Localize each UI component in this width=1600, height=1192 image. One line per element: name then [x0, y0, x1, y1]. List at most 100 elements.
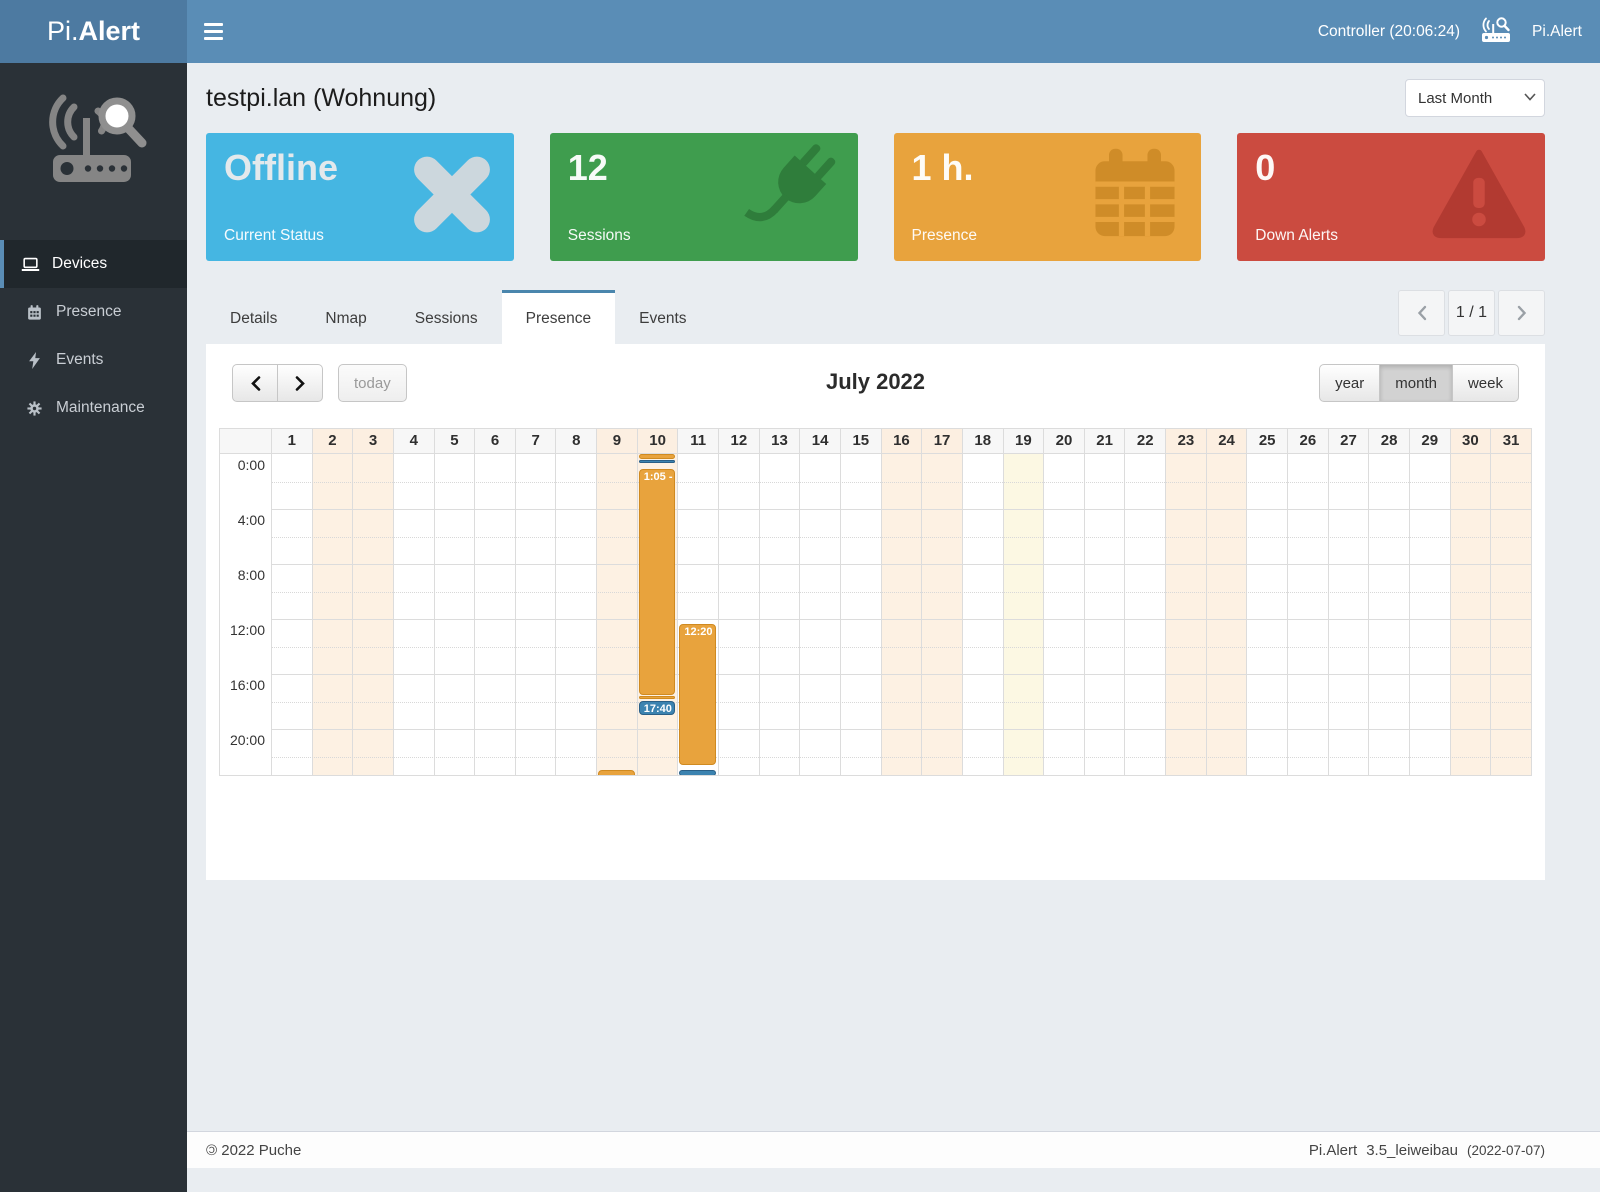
brand-suffix: Alert — [78, 16, 141, 46]
tab-events[interactable]: Events — [639, 309, 687, 327]
calendar-day-column — [1247, 454, 1289, 775]
pager-next-button[interactable] — [1498, 290, 1545, 336]
calendar-day-header: 10 — [637, 429, 679, 453]
presence-event[interactable]: 1:05 - — [638, 468, 676, 695]
calendar-view-year-button[interactable]: year — [1319, 364, 1381, 402]
calendar-day-column — [353, 454, 394, 775]
calendar-day-header: 29 — [1409, 429, 1451, 453]
calendar-day-column — [1166, 454, 1207, 775]
status-label: Current Status — [224, 227, 324, 244]
calendar-day-column — [434, 454, 476, 775]
calendar-day-header: 7 — [515, 429, 557, 453]
sidebar-item-events[interactable]: Events — [0, 336, 187, 384]
pager-page-indicator: 1 / 1 — [1448, 290, 1495, 336]
hamburger-menu-icon[interactable] — [187, 0, 239, 63]
calendar-day-header: 31 — [1491, 429, 1531, 453]
period-select-wrap: Last Month — [1405, 79, 1545, 117]
tab-nmap[interactable]: Nmap — [325, 309, 367, 327]
calendar-day-column — [393, 454, 435, 775]
sidebar-item-presence[interactable]: Presence — [0, 288, 187, 336]
pialert-logo — [0, 63, 187, 240]
calendar-day-header: 12 — [719, 429, 760, 453]
presence-event[interactable]: 12:20 - — [679, 623, 717, 765]
calendar-prev-button[interactable] — [232, 364, 278, 402]
calendar-day-column — [1409, 454, 1451, 775]
calendar-day-column — [515, 454, 557, 775]
time-label: 16:00 — [229, 677, 265, 693]
calendar-day-header: 20 — [1044, 429, 1085, 453]
calendar-day-header: 14 — [800, 429, 841, 453]
bolt-icon — [24, 351, 44, 369]
pager-prev-button[interactable] — [1398, 290, 1445, 336]
down-alerts-card: 0 Down Alerts — [1237, 133, 1545, 261]
router-icon — [1478, 16, 1514, 48]
sidebar-item-maintenance[interactable]: Maintenance — [0, 384, 187, 432]
tab-details[interactable]: Details — [230, 309, 278, 327]
calendar-day-header: 28 — [1369, 429, 1410, 453]
calendar-day-column — [1084, 454, 1126, 775]
tab-presence[interactable]: Presence — [501, 290, 616, 344]
calendar-title: July 2022 — [825, 369, 926, 394]
calendar-day-column — [881, 454, 923, 775]
presence-event[interactable] — [638, 696, 676, 700]
calendar-day-column — [962, 454, 1004, 775]
sidebar-item-label: Maintenance — [56, 399, 145, 416]
calendar-today-button[interactable]: today — [338, 364, 407, 402]
presence-event[interactable] — [598, 769, 635, 775]
calendar-day-header: 11 — [678, 429, 720, 453]
summary-cards: Offline Current Status 12 Sessions — [206, 133, 1545, 261]
presence-value: 1 h. — [911, 147, 974, 188]
sidebar-item-label: Devices — [52, 255, 108, 272]
warning-icon — [1427, 143, 1531, 252]
presence-event[interactable] — [638, 454, 676, 459]
brand-logo[interactable]: Pi. Alert — [0, 0, 187, 63]
calendar-day-column — [272, 454, 313, 775]
calendar-day-header: 24 — [1206, 429, 1248, 453]
sidebar-item-label: Events — [56, 351, 104, 368]
calendar-day-column — [759, 454, 801, 775]
app-name-label: Pi.Alert — [1532, 22, 1582, 40]
calendar-view-month-button[interactable]: month — [1379, 364, 1453, 402]
calendar-day-header: 21 — [1084, 429, 1126, 453]
laptop-icon — [20, 256, 40, 273]
calendar-day-column — [1003, 454, 1045, 775]
sidebar-menu: Devices Presence — [0, 240, 187, 432]
calendar-day-header: 8 — [556, 429, 598, 453]
down-event[interactable] — [679, 769, 717, 775]
sessions-label: Sessions — [567, 227, 631, 244]
sidebar: Devices Presence — [0, 63, 187, 1192]
down-event[interactable]: 17:40 — [638, 700, 676, 716]
sessions-card: 12 Sessions — [549, 133, 858, 261]
calendar-day-header: 1 — [272, 429, 313, 453]
time-label: 8:00 — [237, 567, 265, 583]
status-card: Offline Current Status — [206, 133, 514, 261]
calendar-day-column — [1206, 454, 1248, 775]
period-select[interactable]: Last Month — [1405, 79, 1545, 117]
calendar-next-button[interactable] — [277, 364, 323, 402]
down-event[interactable] — [638, 459, 676, 464]
calendar-day-header: 15 — [840, 429, 882, 453]
calendar-day-column — [719, 454, 760, 775]
calendar-day-column — [1369, 454, 1410, 775]
calendar-axis-spacer — [220, 429, 272, 453]
calendar-body: 0:00 4:00 8:00 12:00 16:00 20:00 1:05 - 17:40 1… — [219, 454, 1532, 776]
calendar-day-column — [1328, 454, 1370, 775]
calendar-day-header: 17 — [922, 429, 963, 453]
sidebar-item-devices[interactable]: Devices — [0, 240, 187, 288]
time-label: 0:00 — [237, 457, 265, 473]
calendar-icon — [1083, 143, 1187, 252]
device-tabs: Details Nmap Sessions Presence Events — [206, 290, 1545, 344]
calendar-columns: 1:05 - 17:40 12:20 - — [272, 454, 1531, 775]
time-label: 12:00 — [229, 622, 265, 638]
time-label: 20:00 — [229, 732, 265, 748]
device-pager: 1 / 1 — [1398, 290, 1545, 336]
top-navbar: Pi. Alert Controller (20:06:24) — [0, 0, 1600, 63]
calendar-view-week-button[interactable]: week — [1451, 364, 1519, 402]
tab-sessions[interactable]: Sessions — [414, 309, 478, 327]
footer-version: Pi.Alert 3.5_leiweibau (2022-07-07) — [1308, 1141, 1545, 1159]
calendar-day-column: 1:05 - 17:40 — [637, 454, 679, 775]
page-title: testpi.lan (Wohnung) — [206, 83, 437, 112]
down-alerts-value: 0 — [1255, 147, 1276, 188]
status-value: Offline — [224, 147, 338, 188]
